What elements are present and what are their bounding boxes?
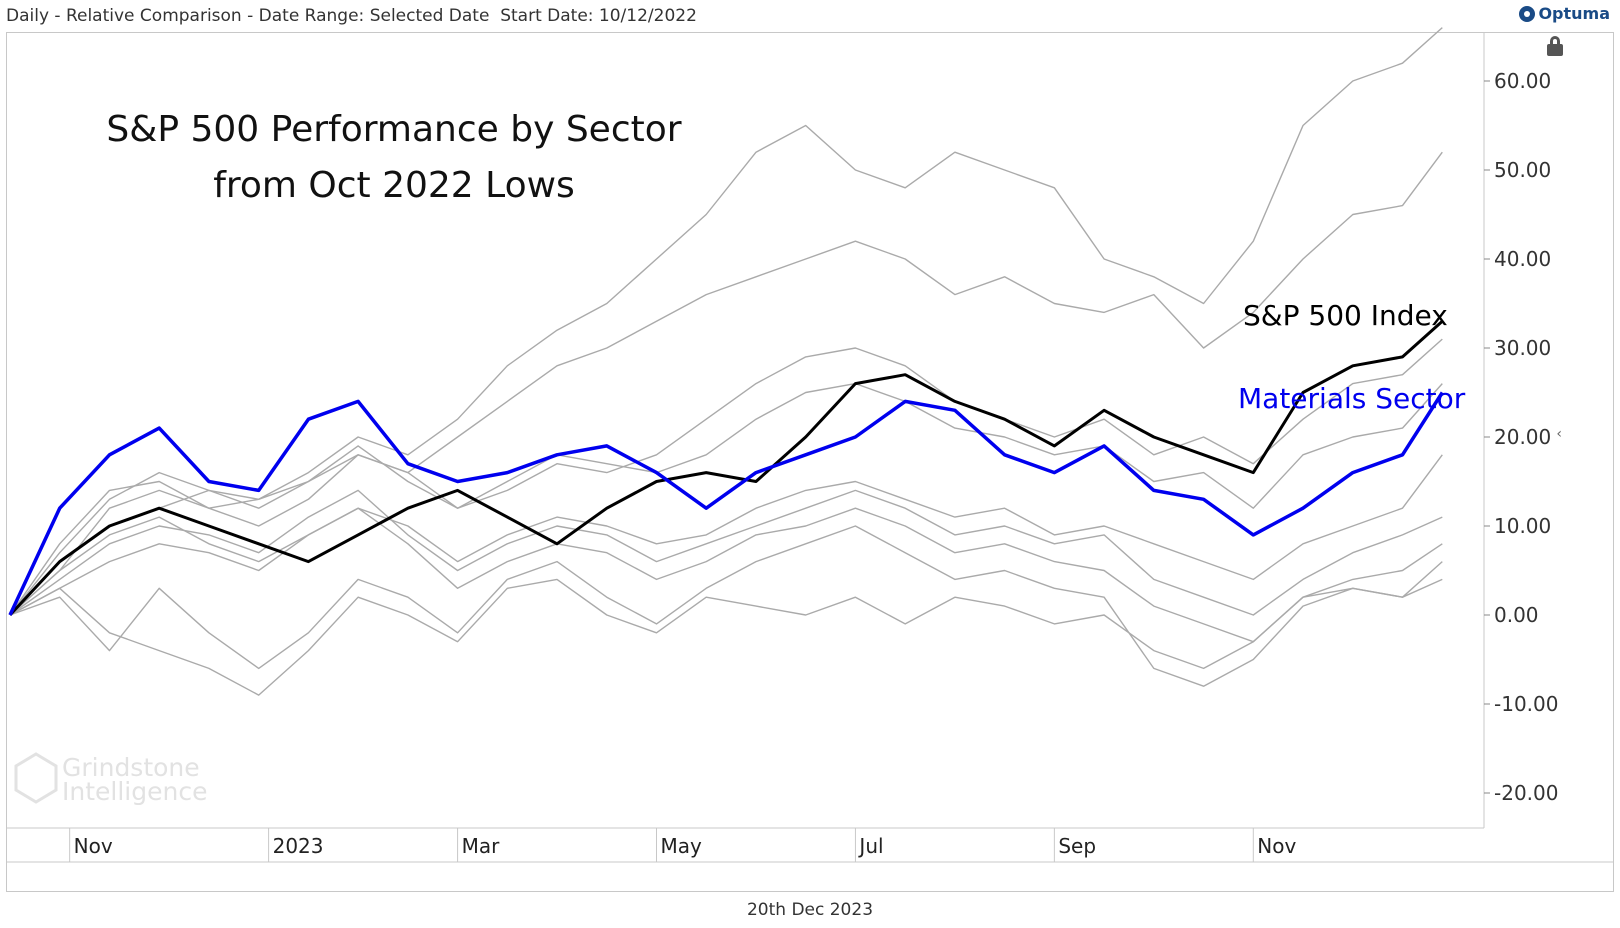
sector-series-line-6: [9, 454, 1443, 616]
watermark: Grindstone Intelligence: [14, 752, 207, 806]
x-tick-label: Mar: [462, 834, 501, 858]
series-line-s-p-500-index: [8, 320, 1444, 617]
brand-logo: Optuma: [1519, 4, 1610, 23]
y-tick-label: 30.00: [1494, 336, 1551, 360]
chart-title-line2: from Oct 2022 Lows: [213, 165, 575, 206]
watermark-line2: Intelligence: [62, 777, 207, 806]
x-axis-ticks: Nov 2023 Mar May Jul Sep Nov: [69, 828, 1296, 862]
watermark-icon: [14, 752, 58, 804]
chart-frame: [6, 32, 1614, 892]
sector-series-line-5: [9, 382, 1443, 616]
series-labels: S&P 500 Index Materials Sector: [1238, 299, 1466, 415]
sector-series-line-3: [9, 151, 1443, 616]
y-tick-label: 20.00: [1494, 425, 1551, 449]
chart-date-footer: 20th Dec 2023: [746, 900, 874, 920]
chart-title: S&P 500 Performance by Sector from Oct 2…: [106, 109, 681, 206]
y-tick-label: 10.00: [1494, 514, 1551, 538]
lock-icon[interactable]: [1546, 36, 1564, 56]
axis-lines: [6, 32, 1614, 863]
y-tick-label: 50.00: [1494, 158, 1551, 182]
sector-series-line-8: [9, 507, 1443, 643]
sector-series-line-7: [9, 489, 1443, 616]
x-tick-label: Nov: [74, 834, 113, 858]
chart-header-info: Daily - Relative Comparison - Date Range…: [6, 6, 697, 26]
y-tick-label: 0.00: [1494, 603, 1539, 627]
collapse-arrow-icon[interactable]: ‹: [1556, 426, 1562, 442]
y-axis-ticks: 60.00 50.00 40.00 30.00 20.00 10.00 0.00 -10.00…: [1484, 69, 1558, 805]
sector-series-line-9: [9, 525, 1443, 687]
x-tick-label: Jul: [857, 834, 883, 858]
x-tick-label: 2023: [273, 834, 324, 858]
optuma-logo-icon: [1519, 5, 1536, 22]
series-label-materials: Materials Sector: [1238, 382, 1466, 415]
brand-name: Optuma: [1538, 4, 1610, 23]
x-tick-label: Sep: [1058, 834, 1096, 858]
y-tick-label: 60.00: [1494, 69, 1551, 93]
series-line-materials-sector: [8, 391, 1444, 616]
watermark-line1: Grindstone: [62, 753, 200, 782]
y-tick-label: 40.00: [1494, 247, 1551, 271]
y-tick-label: -20.00: [1494, 781, 1558, 805]
series-label-sp500: S&P 500 Index: [1243, 299, 1448, 332]
sector-series-line-4: [9, 338, 1443, 616]
sector-series-line-2: [9, 27, 1443, 616]
x-tick-label: Nov: [1257, 834, 1296, 858]
sector-series-line-10: [9, 578, 1443, 696]
series-group: [8, 27, 1444, 696]
x-tick-label: May: [661, 834, 703, 858]
chart-title-line1: S&P 500 Performance by Sector: [106, 109, 681, 150]
y-tick-label: -10.00: [1494, 692, 1558, 716]
